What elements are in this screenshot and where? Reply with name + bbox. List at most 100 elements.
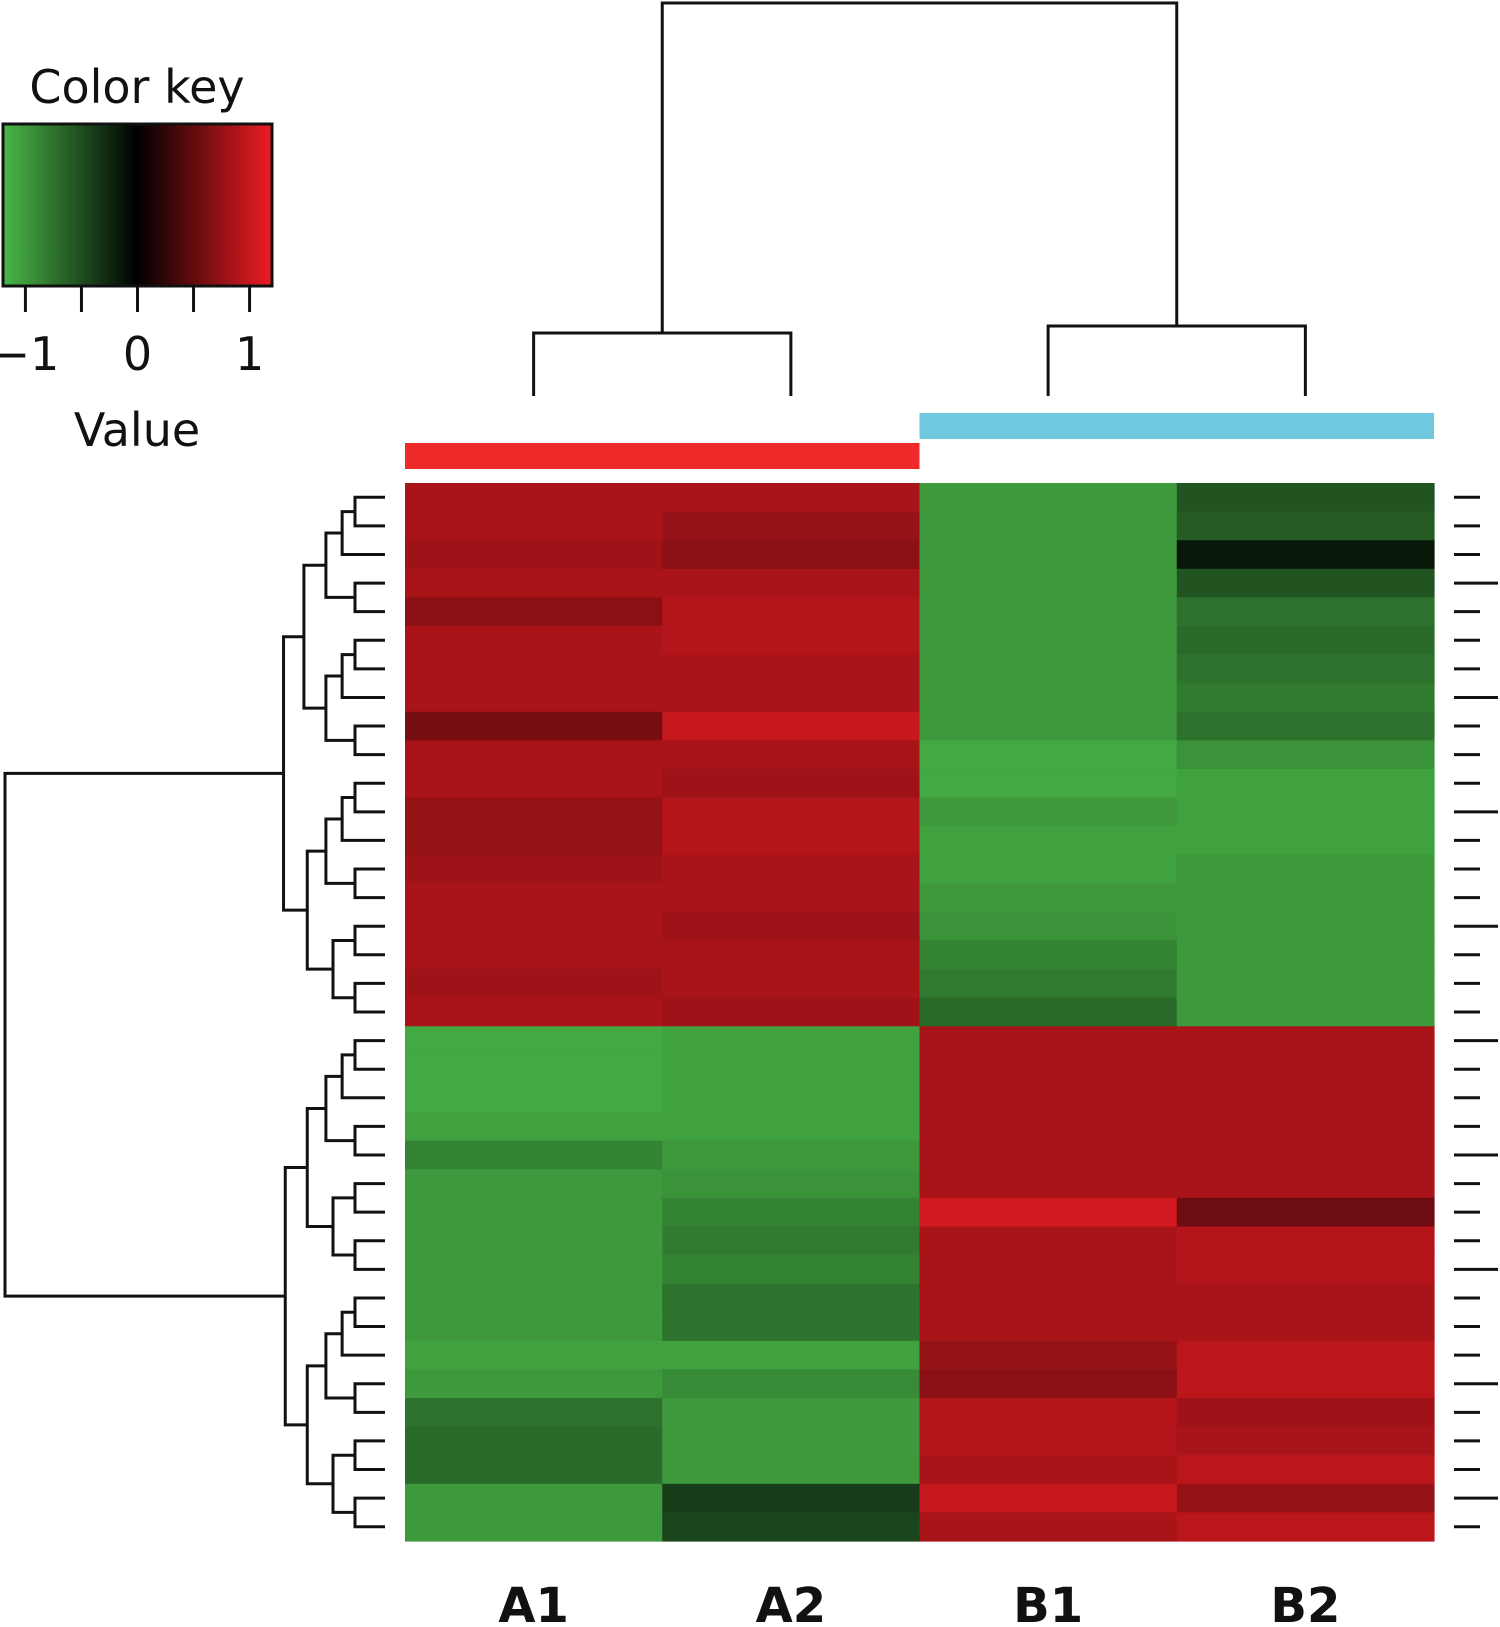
heatmap-cell [1176,1455,1435,1485]
heatmap-cell [919,654,1178,684]
heatmap-cell [919,797,1178,827]
heatmap-cell [1176,1283,1435,1313]
row-dendrogram-branch [353,867,385,900]
heatmap-cell [405,711,663,741]
heatmap-cell [405,1255,663,1285]
heatmap-cell [405,483,663,513]
row-dendrogram-root [3,771,286,1298]
heatmap-cell [919,740,1178,770]
column-label: B1 [1013,1578,1083,1627]
heatmap-cell [405,854,663,884]
heatmap-cell [662,511,921,541]
heatmap-cell [1176,711,1435,741]
heatmap-cell [662,483,921,513]
heatmap-cell [662,854,921,884]
row-dendrogram-branch [353,581,385,614]
heatmap-cell [662,911,921,942]
heatmap-cell [1176,597,1435,627]
heatmap-cell [662,1369,921,1399]
row-dendrogram-branch [340,1310,385,1357]
heatmap-cell [1176,1226,1435,1256]
heatmap-cell [1176,940,1435,970]
heatmap-cell [662,1112,921,1142]
row-dendrogram [3,495,385,1529]
heatmap-cell [662,826,921,856]
heatmap-cell [405,1112,663,1142]
heatmap-cell [662,797,921,827]
color-key-tick-labels: −1 0 1 [0,327,264,381]
heatmap-cell [1176,1112,1435,1142]
row-dendrogram-branch [353,924,385,957]
heatmap-cell [1176,1197,1435,1228]
heatmap-cell [919,1369,1178,1399]
color-key-tick-label: 0 [123,327,152,381]
heatmap-cell [919,1283,1178,1313]
heatmap-cell [405,1398,663,1428]
row-dendrogram-branch [282,635,308,912]
color-key-ticks [23,286,252,312]
row-dendrogram-branch [353,781,385,814]
heatmap-cell [919,597,1178,627]
heatmap-cell [919,1026,1178,1056]
heatmap-cell [1176,1426,1435,1456]
color-key-bar [1,122,274,288]
heatmap-cell [662,997,921,1027]
row-dendrogram-branch [353,1439,385,1472]
heatmap-cell [662,1169,921,1199]
heatmap-cell [919,683,1178,713]
heatmap-cell [1176,483,1435,513]
heatmap-cell [919,1112,1178,1142]
heatmap-cell [405,1340,663,1371]
heatmap-cell [919,1169,1178,1199]
heatmap-cell [1176,740,1435,770]
row-dendrogram-branch [353,1296,385,1329]
row-dendrogram-branch [340,796,385,842]
heatmap-cell [662,1483,921,1514]
heatmap-cell [662,597,921,627]
column-group-bar [405,443,920,469]
heatmap-cells [405,483,1435,1542]
dendrogram-root [660,1,1179,333]
heatmap-cell [405,1283,663,1313]
row-dendrogram-branch [305,1107,333,1228]
heatmap-cell [662,1140,921,1170]
row-dendrogram-branch [324,531,355,599]
row-dendrogram-branch [353,1039,385,1071]
row-side-ticks [1454,495,1498,1529]
heatmap-cell [1176,1312,1435,1342]
heatmap-cell [919,768,1178,799]
row-dendrogram-branch [340,653,385,699]
heatmap-cell [662,1340,921,1371]
heatmap-cell [662,625,921,656]
heatmap-cell [1176,997,1435,1027]
row-dendrogram-branch [302,563,326,710]
heatmap-cell [662,883,921,913]
row-dendrogram-branch [353,638,385,671]
heatmap-cell [1176,911,1435,942]
heatmap-cell [662,711,921,741]
heatmap-cell [405,568,663,598]
heatmap-cell [919,711,1178,741]
heatmap-cell [405,940,663,970]
heatmap-cell [662,683,921,713]
heatmap-cell [1176,1140,1435,1170]
heatmap-cell [405,1312,663,1342]
heatmap-cell [405,997,663,1027]
row-dendrogram-branch [353,1182,385,1214]
row-dendrogram-branch [353,1124,385,1157]
heatmap-cell [405,625,663,656]
heatmap-cell [1176,969,1435,999]
heatmap-cell [919,1398,1178,1428]
heatmap-cell [405,797,663,827]
heatmap-cell [1176,1026,1435,1056]
row-dendrogram-branch [324,817,355,885]
heatmap-cell [405,883,663,913]
row-dendrogram-branch [353,1496,385,1529]
heatmap-cell [1176,1369,1435,1399]
heatmap-cell [662,1512,921,1542]
heatmap-cell [919,1226,1178,1256]
row-dendrogram-branch [340,1053,385,1100]
heatmap-cell [405,1197,663,1228]
heatmap-cell [919,1197,1178,1228]
column-dendrogram [532,1,1307,396]
